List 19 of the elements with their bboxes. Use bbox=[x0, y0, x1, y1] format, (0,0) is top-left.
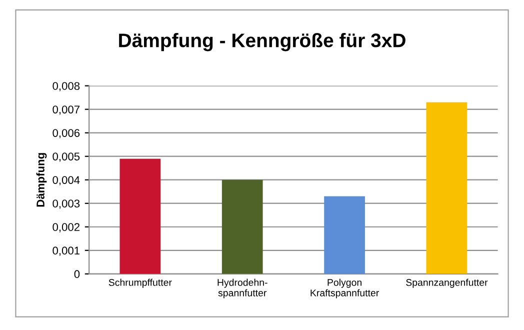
x-tick-label: Spannzangenfutter bbox=[406, 278, 488, 288]
x-tick-label: Schrumpffutter bbox=[108, 278, 172, 288]
bar bbox=[120, 158, 161, 274]
bar bbox=[426, 102, 468, 274]
y-tick-label: 0,004 bbox=[52, 176, 80, 186]
y-tick-label: 0,006 bbox=[52, 129, 80, 138]
y-axis-title: Dämpfung bbox=[36, 153, 47, 207]
y-tick-label: 0,001 bbox=[52, 246, 80, 256]
y-tick-label: 0,002 bbox=[52, 223, 80, 232]
x-tick-label: Polygon Kraftspannfutter bbox=[310, 278, 379, 298]
bar bbox=[222, 180, 263, 274]
y-tick-label: 0,003 bbox=[52, 200, 80, 209]
y-tick-label: 0,005 bbox=[52, 152, 80, 162]
x-tick-label: Hydrodehn- spannfutter bbox=[218, 278, 268, 298]
y-tick-label: 0 bbox=[74, 270, 80, 278]
chart-title: Dämpfung - Kenngröße für 3xD bbox=[119, 33, 406, 52]
bar bbox=[324, 196, 365, 274]
y-tick-label: 0,007 bbox=[52, 106, 80, 115]
y-tick-label: 0,008 bbox=[52, 82, 80, 92]
